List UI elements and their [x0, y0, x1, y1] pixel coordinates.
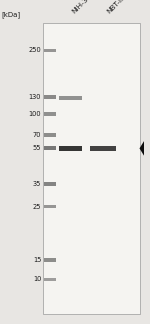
- Text: [kDa]: [kDa]: [2, 11, 21, 18]
- Text: 15: 15: [33, 257, 41, 263]
- Bar: [58, 146, 82, 151]
- Text: 70: 70: [33, 133, 41, 138]
- Bar: [44, 133, 56, 137]
- Text: 130: 130: [29, 94, 41, 100]
- Text: 250: 250: [28, 47, 41, 53]
- Bar: [44, 95, 56, 99]
- Text: 35: 35: [33, 181, 41, 187]
- Bar: [58, 96, 82, 100]
- Text: 55: 55: [33, 145, 41, 151]
- Bar: [44, 258, 56, 262]
- Text: NIH-3T3: NIH-3T3: [71, 0, 96, 15]
- Bar: [44, 182, 56, 186]
- Bar: [90, 146, 116, 151]
- Bar: [44, 278, 56, 281]
- Text: 25: 25: [33, 204, 41, 210]
- Bar: [44, 49, 56, 52]
- Text: NBT-II: NBT-II: [105, 0, 124, 15]
- Text: 10: 10: [33, 276, 41, 282]
- Bar: [44, 112, 56, 116]
- Polygon shape: [140, 141, 144, 156]
- Bar: [44, 205, 56, 209]
- Bar: [44, 146, 56, 150]
- Bar: [43, 23, 140, 314]
- Text: 100: 100: [29, 111, 41, 117]
